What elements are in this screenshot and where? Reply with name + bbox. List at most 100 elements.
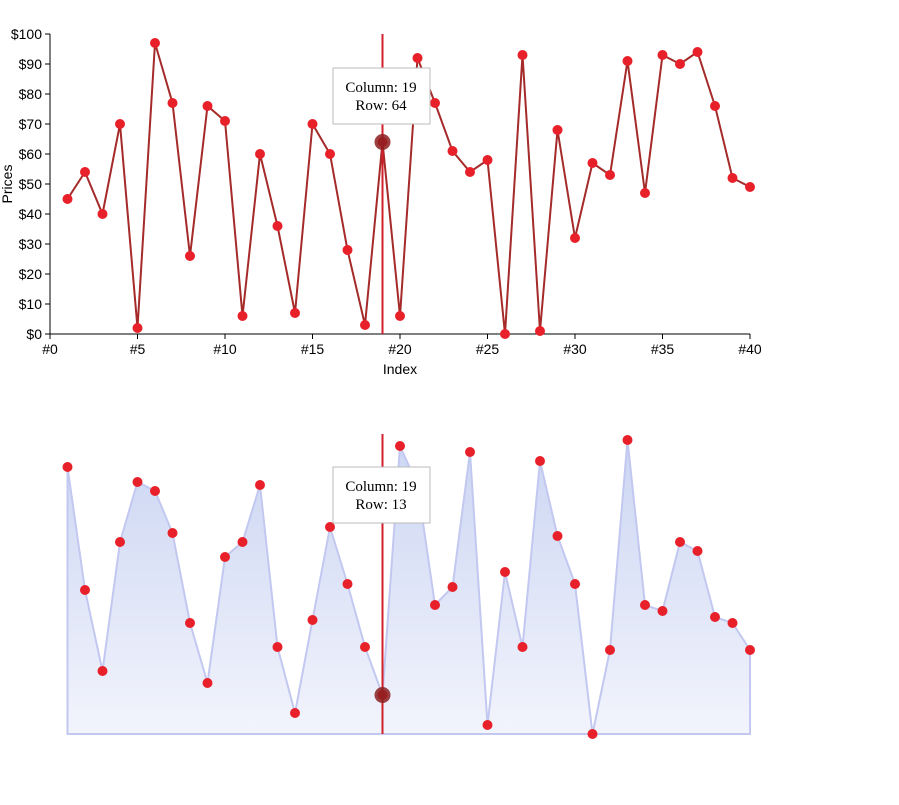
data-point xyxy=(342,579,353,589)
data-point xyxy=(745,182,755,192)
data-point xyxy=(237,537,248,547)
data-point xyxy=(447,146,458,156)
data-point xyxy=(552,125,563,135)
data-point xyxy=(430,98,440,108)
data-point xyxy=(62,194,73,204)
data-point xyxy=(360,320,370,330)
data-point xyxy=(500,329,510,339)
tooltip-box xyxy=(332,466,431,524)
data-point xyxy=(727,618,738,628)
y-tick-label: $0 xyxy=(26,326,42,342)
data-point xyxy=(482,155,493,165)
x-tick-label: #25 xyxy=(476,341,500,357)
data-point xyxy=(272,642,283,652)
series-line-path xyxy=(66,42,751,335)
data-point xyxy=(605,170,615,180)
x-tick-label: #10 xyxy=(213,341,237,357)
x-tick-label: #15 xyxy=(301,341,325,357)
y-tick-label: $60 xyxy=(19,146,43,162)
x-tick-label: #20 xyxy=(388,341,412,357)
data-point xyxy=(535,456,545,466)
data-point xyxy=(675,537,685,547)
data-point xyxy=(80,167,90,177)
tooltip-line-row: Row: 64 xyxy=(355,98,407,114)
data-point xyxy=(570,233,580,243)
data-point xyxy=(132,323,143,333)
series-area xyxy=(62,435,755,739)
data-point xyxy=(587,729,598,739)
data-point xyxy=(255,480,265,490)
data-point xyxy=(360,642,370,652)
y-axis: $0 $10 $20 $30 $40 $50 $60 $70 $80 $90 $100 xyxy=(11,26,51,342)
data-point xyxy=(710,101,720,111)
tooltip-line-column: Column: 19 xyxy=(345,80,416,96)
data-point xyxy=(325,149,335,159)
y-tick-label: $30 xyxy=(19,236,43,252)
highlight-point xyxy=(374,687,391,703)
y-tick-label: $50 xyxy=(19,176,43,192)
area-chart: Column: 19 Row: 13 xyxy=(62,434,755,739)
data-point xyxy=(535,326,545,336)
data-point xyxy=(307,119,318,129)
x-axis-title: Index xyxy=(383,361,417,377)
data-point xyxy=(290,308,300,318)
data-point xyxy=(202,101,213,111)
data-point xyxy=(552,531,563,541)
data-point xyxy=(237,311,248,321)
data-point xyxy=(220,552,230,562)
highlight-point xyxy=(374,134,391,150)
data-point xyxy=(657,606,668,616)
data-point xyxy=(710,612,720,622)
data-point xyxy=(482,720,493,730)
data-point xyxy=(500,567,510,577)
data-point xyxy=(115,537,125,547)
data-point xyxy=(640,188,650,198)
y-tick-label: $80 xyxy=(19,86,43,102)
y-axis-title: Prices xyxy=(0,165,15,204)
data-point xyxy=(290,708,300,718)
data-point xyxy=(325,522,335,532)
data-point xyxy=(272,221,283,231)
data-point xyxy=(675,59,685,69)
data-point xyxy=(447,582,458,592)
x-tick-label: #35 xyxy=(651,341,675,357)
x-axis: #0 #5 #10 #15 #20 #25 #30 #35 #40 xyxy=(42,333,762,357)
data-point xyxy=(622,56,633,66)
data-point xyxy=(185,618,195,628)
data-point xyxy=(570,579,580,589)
data-point xyxy=(167,98,178,108)
data-point xyxy=(97,209,108,219)
data-point xyxy=(150,486,160,496)
data-point xyxy=(430,600,440,610)
tooltip: Column: 19 Row: 13 xyxy=(332,466,431,524)
data-point xyxy=(62,462,73,472)
x-tick-label: #0 xyxy=(42,341,58,357)
data-point xyxy=(150,38,160,48)
data-point xyxy=(132,477,143,487)
data-point xyxy=(727,173,738,183)
y-tick-label: $10 xyxy=(19,296,43,312)
series-line xyxy=(62,38,755,339)
tooltip-line-column: Column: 19 xyxy=(345,479,416,495)
data-point xyxy=(307,615,318,625)
data-point xyxy=(692,546,703,556)
data-point xyxy=(640,600,650,610)
data-point xyxy=(220,116,230,126)
tooltip-line-row: Row: 13 xyxy=(355,497,406,513)
y-tick-label: $100 xyxy=(11,26,42,42)
tooltip: Column: 19 Row: 64 xyxy=(332,67,431,125)
y-tick-label: $20 xyxy=(19,266,43,282)
data-point xyxy=(657,50,668,60)
data-point xyxy=(412,53,423,63)
data-point xyxy=(115,119,125,129)
y-tick-label: $90 xyxy=(19,56,43,72)
y-tick-label: $70 xyxy=(19,116,43,132)
data-point xyxy=(167,528,178,538)
data-point xyxy=(517,50,528,60)
data-point xyxy=(517,642,528,652)
data-point xyxy=(465,167,475,177)
data-point xyxy=(692,47,703,57)
data-point xyxy=(80,585,90,595)
data-point xyxy=(745,645,755,655)
data-point xyxy=(395,441,405,451)
